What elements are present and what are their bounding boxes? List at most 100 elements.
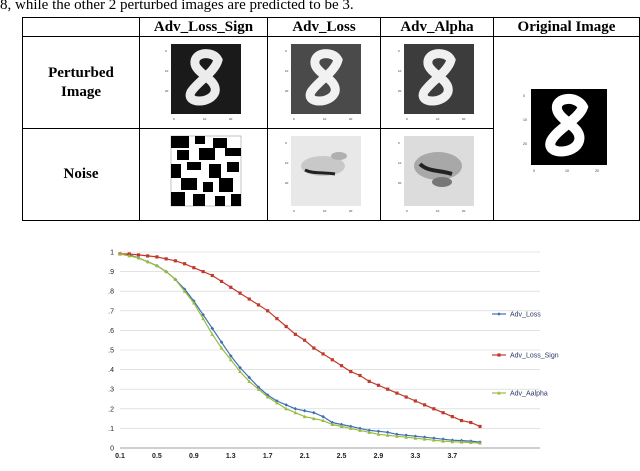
data-point [469, 420, 473, 425]
x-tick-label: 2.5 [337, 453, 347, 460]
data-point [395, 434, 399, 438]
svg-text:0: 0 [533, 169, 535, 173]
perturbed-adv-loss: 0 10 20 0 10 20 [267, 36, 381, 129]
y-tick-label: 0.1 [108, 426, 114, 433]
data-point [413, 436, 418, 440]
data-point [192, 300, 196, 305]
noise-adv-loss: 0 10 20 0 10 20 [267, 128, 381, 221]
y-tick-label: 0.4 [108, 367, 114, 374]
y-tick-label: 0.8 [108, 289, 114, 296]
caption-fragment: 8, while the other 2 perturbed images ar… [0, 0, 354, 13]
noise-alpha-image: 0 10 20 0 10 20 [398, 135, 474, 213]
svg-text:20: 20 [165, 89, 169, 93]
data-point [450, 439, 455, 444]
y-tick-label: 0.2 [108, 406, 114, 413]
data-point [173, 259, 177, 263]
data-point [422, 437, 427, 441]
data-point [404, 435, 408, 439]
data-point [164, 269, 168, 274]
data-point [376, 432, 381, 436]
noise-loss-image: 0 10 20 0 10 20 [285, 135, 361, 213]
data-point [376, 383, 381, 387]
data-point [348, 426, 353, 430]
x-tick-label: 0.1 [115, 453, 125, 460]
noise-sign-image [170, 135, 241, 206]
data-point [229, 285, 233, 289]
data-point [293, 332, 297, 336]
data-point [275, 400, 279, 405]
svg-text:10: 10 [323, 117, 327, 121]
data-point [247, 379, 252, 383]
data-point [182, 289, 187, 293]
data-point [228, 357, 233, 362]
x-tick-label: 2.1 [300, 453, 310, 460]
original-image-cell: 0 10 20 0 10 20 [493, 36, 640, 221]
data-point [210, 332, 215, 336]
svg-text:0: 0 [293, 117, 295, 121]
data-point [404, 395, 408, 399]
data-point [367, 430, 372, 434]
data-point [192, 266, 196, 270]
x-tick-label: 3.3 [411, 453, 421, 460]
svg-text:20: 20 [349, 117, 353, 121]
figure-table: Adv_Loss_Sign Adv_Loss Adv_Alpha Origina… [22, 17, 640, 221]
data-point [450, 415, 454, 419]
data-point [432, 407, 436, 411]
y-tick-label: 1 [110, 250, 114, 257]
perturbed-adv-loss-sign: 0 10 20 0 10 20 [139, 36, 268, 129]
data-point [385, 433, 390, 437]
row-label-line1: Perturbed [48, 64, 114, 81]
svg-text:0: 0 [285, 49, 287, 53]
legend-label: Adv_Loss_Sign [510, 353, 559, 360]
data-point [145, 259, 150, 264]
row-label-noise: Noise [22, 128, 140, 221]
header-adv-loss: Adv_Loss [267, 17, 381, 37]
svg-text:20: 20 [398, 181, 402, 185]
svg-text:20: 20 [229, 117, 233, 121]
svg-text:10: 10 [523, 118, 527, 122]
svg-text:0: 0 [523, 94, 525, 98]
data-point [238, 369, 242, 374]
data-point [293, 407, 298, 411]
data-point [183, 262, 187, 266]
svg-text:20: 20 [285, 181, 289, 185]
original-image: 0 10 20 0 10 20 [523, 88, 607, 173]
y-tick-label: 0.5 [108, 348, 114, 355]
data-point [395, 391, 399, 395]
data-point [321, 352, 325, 356]
svg-text:10: 10 [398, 161, 402, 165]
x-tick-label: 1.3 [226, 453, 236, 460]
svg-text:20: 20 [523, 142, 527, 146]
data-point [321, 414, 325, 419]
data-point [155, 255, 159, 259]
data-point [330, 422, 335, 426]
data-point [201, 270, 205, 274]
data-point [136, 253, 141, 257]
data-point [312, 410, 316, 415]
series-line [119, 253, 481, 444]
row-label-noise-text: Noise [63, 166, 99, 182]
line-chart-svg: 00.10.20.30.40.50.60.70.80.91 0.10.50.91… [108, 250, 559, 461]
accuracy-chart: 00.10.20.30.40.50.60.70.80.91 0.10.50.91… [108, 238, 640, 471]
svg-text:0: 0 [165, 49, 167, 53]
header-adv-alpha: Adv_Alpha [380, 17, 494, 37]
x-tick-label: 0.9 [189, 453, 199, 460]
svg-text:10: 10 [436, 209, 440, 213]
data-point [210, 273, 214, 278]
svg-text:0: 0 [285, 141, 287, 145]
svg-text:0: 0 [406, 209, 408, 213]
data-point [219, 279, 224, 283]
data-point [146, 254, 150, 258]
svg-text:10: 10 [285, 69, 289, 73]
y-tick-label: 0.6 [108, 328, 114, 335]
data-point [376, 429, 381, 434]
x-tick-label: 0.5 [152, 453, 162, 460]
header-adv-loss-sign: Adv_Loss_Sign [139, 17, 268, 37]
data-point [155, 263, 159, 268]
data-point [312, 416, 316, 421]
data-point [413, 399, 417, 403]
data-point [367, 379, 371, 383]
y-tick-label: 0.7 [108, 308, 114, 315]
noise-adv-loss-sign [139, 128, 268, 221]
svg-text:10: 10 [165, 69, 169, 73]
